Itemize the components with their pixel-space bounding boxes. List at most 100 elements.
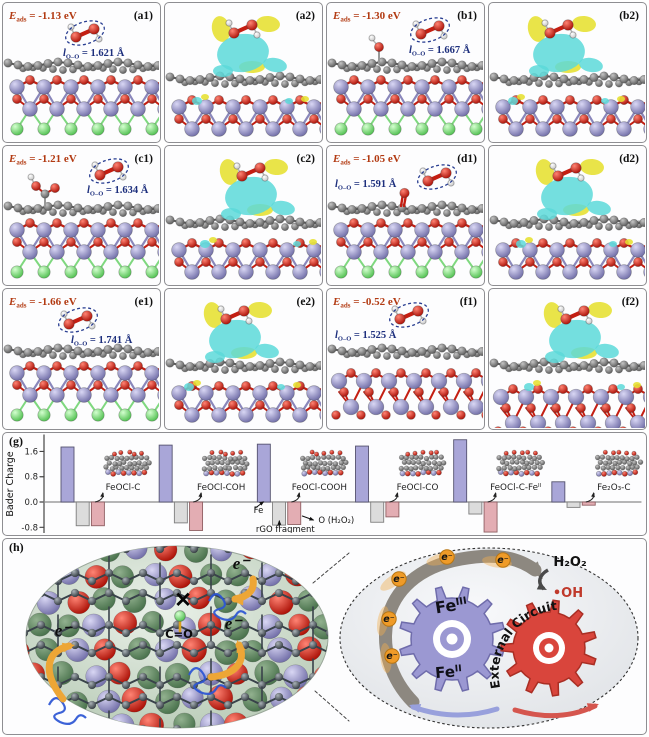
isosurface-panel-art: (c2)	[165, 153, 321, 280]
oo-dashed-ellipse	[65, 20, 105, 46]
bar-rgo	[566, 501, 581, 508]
panel-tag-g: (g)	[9, 434, 23, 448]
y-tick-label: 0.0	[24, 498, 38, 508]
graphene-layer	[327, 57, 483, 75]
h2o2-molecule	[225, 19, 261, 39]
structure-panel-art: Eads = -1.05 eV lO–O = 1.591 Å (d1)	[327, 153, 483, 279]
rgo-fragment-scribble	[188, 667, 227, 696]
feocl-slab	[9, 361, 159, 422]
feocl-slab	[333, 75, 483, 136]
electron-label: e⁻	[386, 651, 397, 662]
fe-cycle-rotation-arrow	[410, 704, 500, 718]
bar-rgo	[370, 501, 385, 523]
annotation-rgo: rGO fragment	[256, 525, 315, 533]
h2o2-label: H₂O₂	[553, 555, 586, 570]
graphene-layer	[3, 200, 159, 218]
figure-panel-b1: Eads = -1.30 eV lO–O = 1.667 Å (b1)	[326, 2, 485, 143]
feocl-slab-top	[495, 95, 645, 137]
electron-dot	[384, 648, 400, 664]
electron-dot	[439, 549, 455, 565]
figure-panel-f1: Eads = -0.52 eV lO–O = 1.525 Å (f1)	[326, 288, 485, 430]
y-tick-label: -0.8	[21, 523, 38, 533]
charge-isosurface	[524, 301, 641, 391]
gear-label-fe3: FeIII	[434, 594, 469, 618]
structure-panel-art: Eads = -1.66 eV lO–O = 1.741 Å (e1)	[3, 296, 159, 422]
annotation-o: O (H₂O₂)	[318, 516, 354, 526]
gear-label-fe2: FeII	[434, 662, 462, 682]
h2o2-molecule	[89, 158, 129, 184]
y-tick-label: 1.6	[24, 447, 38, 457]
graphene-layer	[489, 214, 645, 232]
graphene-layer	[327, 200, 483, 218]
bar-group-6	[551, 481, 596, 508]
bar-group-2	[158, 444, 204, 531]
figure-panel-d1: Eads = -1.05 eV lO–O = 1.591 Å (d1)	[326, 145, 485, 286]
isosurface-panel-art: (a2)	[165, 10, 321, 137]
h2o2-molecule	[410, 17, 450, 43]
figure-panel-c2: (c2)	[164, 145, 323, 286]
figure-panel-a1: Eads = -1.13 eV lO–O = 1.621 Å (a1)	[2, 2, 161, 143]
structure-thumbnail	[103, 449, 152, 477]
loo-label: lO–O = 1.591 Å	[335, 178, 397, 192]
category-label: Fe₂O₃-C	[597, 483, 630, 493]
graphene-layer	[3, 57, 159, 75]
bar-fe	[355, 445, 369, 503]
electron-label: e⁻	[233, 554, 252, 573]
electron-label: e⁻	[225, 614, 244, 633]
eads-label: Eads = -1.66 eV	[8, 296, 77, 310]
h2o2-molecule	[557, 305, 593, 325]
h2o2-molecule	[389, 302, 429, 328]
bar-group-5	[453, 439, 498, 533]
bar-rgo	[173, 501, 188, 524]
isosurface-panel-art: (d2)	[489, 153, 645, 280]
feocl-slab	[9, 75, 159, 136]
bar-o	[385, 501, 400, 518]
h2o2-molecule	[217, 305, 253, 325]
electron-label: e⁻	[441, 552, 452, 563]
electron-label: e⁻	[393, 574, 404, 585]
loo-label: lO–O = 1.621 Å	[63, 47, 125, 61]
label-arrow	[389, 492, 399, 503]
h2o2-molecule	[65, 20, 105, 46]
structure-panel-art: Eads = -1.30 eV lO–O = 1.667 Å (b1)	[327, 10, 483, 136]
hydroxyl-radical-label: •OH	[553, 586, 583, 601]
figure-panel-a2: (a2)	[164, 2, 323, 143]
electron-transfer-arrows: e⁻ e⁻ e⁻	[45, 554, 257, 703]
electron-label: e⁻	[55, 621, 74, 640]
y-tick-label: 0.8	[24, 473, 38, 483]
panel-tag-h: (h)	[9, 540, 24, 554]
bar-rgo	[75, 501, 90, 527]
panel-tag: (c2)	[296, 153, 315, 165]
structure-panel-art: Eads = -0.52 eV lO–O = 1.525 Å (f1)	[327, 296, 483, 420]
panel-tag: (d2)	[619, 153, 639, 165]
bar-o	[483, 501, 498, 533]
charge-isosurface	[508, 15, 625, 105]
eads-label: Eads = -1.05 eV	[332, 153, 401, 167]
h2o2-molecule	[541, 19, 577, 39]
graphene-layer	[165, 214, 321, 232]
feocl-slab-top	[171, 381, 321, 423]
panel-tag: (b2)	[619, 10, 639, 22]
bar-rgo	[468, 501, 483, 515]
co-group-label: C=O	[165, 627, 193, 641]
blocked-cross: ✕	[174, 588, 192, 612]
figure-panel-e1: Eads = -1.66 eV lO–O = 1.741 Å (e1)	[2, 288, 161, 430]
eads-label: Eads = -1.30 eV	[332, 10, 401, 24]
electron-dot	[391, 571, 407, 587]
structure-thumbnail	[201, 449, 250, 477]
structure-panel-art: Eads = -1.13 eV lO–O = 1.621 Å (a1)	[3, 10, 159, 136]
figure-panel-c1: Eads = -1.21 eV lO–O = 1.634 Å (c1)	[2, 145, 161, 286]
graphene-layer	[489, 357, 645, 375]
annotation-fe: Fe	[254, 506, 264, 516]
bar-group-1	[60, 446, 105, 527]
bader-charge-panel: (g) Bader Charge 1.6 0.8 0.0 -0.8 FeOCl-C FeOC…	[2, 432, 647, 536]
bar-o	[189, 501, 204, 531]
oo-dashed-ellipse	[389, 302, 429, 328]
structure-panel-art: Eads = -1.21 eV lO–O = 1.634 Å (c1)	[3, 153, 159, 279]
graphene-layer	[3, 343, 159, 361]
bar-o	[287, 501, 302, 525]
loo-label: lO–O = 1.525 Å	[335, 329, 397, 343]
structure-thumbnail	[496, 449, 546, 477]
